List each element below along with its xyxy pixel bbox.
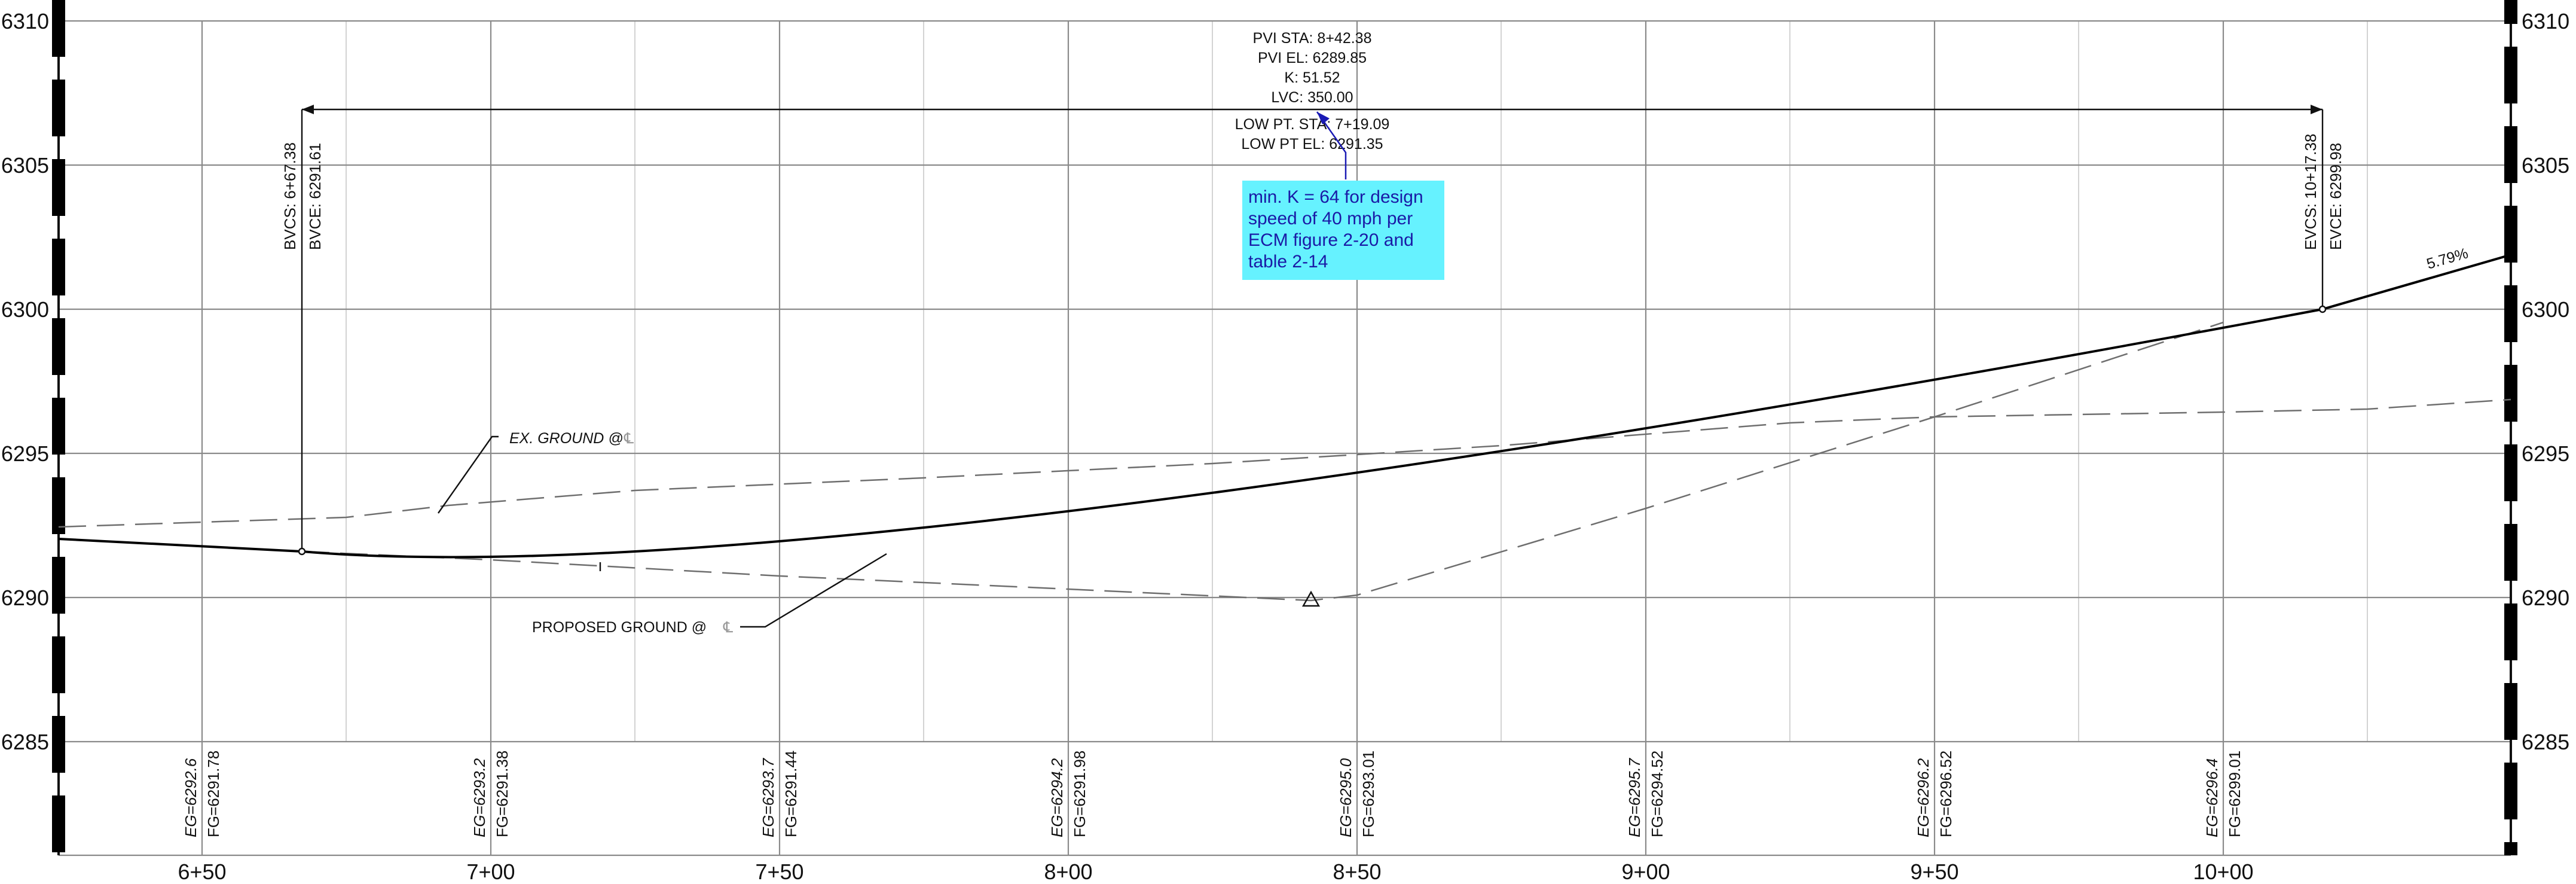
elevation-label: 6300 <box>1 297 49 322</box>
station-label: 9+50 <box>1910 859 1958 884</box>
review-note[interactable]: min. K = 64 for design speed of 40 mph p… <box>1242 111 1444 280</box>
eg-value: EG=6293.7 <box>759 757 777 837</box>
vertical-curve-markers <box>298 105 2327 607</box>
existing-ground-text: EX. GROUND @ <box>509 430 624 447</box>
existing-ground-label: EX. GROUND @ ℄ <box>509 430 634 447</box>
evce-label: EVCE: 6299.98 <box>2327 143 2345 250</box>
station-label: 8+00 <box>1044 859 1092 884</box>
eg-value: EG=6295.0 <box>1337 758 1355 837</box>
eg-value: EG=6296.4 <box>2203 758 2221 837</box>
station-labels: 6+50 7+00 7+50 8+00 8+50 9+00 9+50 10+00 <box>178 859 2253 884</box>
bvcs-label: BVCS: 6+67.38 <box>281 142 299 250</box>
elevation-label: 6285 <box>1 730 49 754</box>
callout-leaders <box>438 435 887 628</box>
elevation-label: 6290 <box>1 586 49 610</box>
low-point-elevation: LOW PT EL: 6291.35 <box>1241 136 1383 153</box>
finished-grade-profile <box>58 254 2511 559</box>
proposed-ground-text: PROPOSED GROUND @ <box>532 619 707 636</box>
elevation-label: 6290 <box>2522 586 2569 610</box>
centerline-icon: ℄ <box>624 430 634 447</box>
review-note-line: table 2-14 <box>1248 252 1328 272</box>
proposed-ground-line <box>301 321 2224 602</box>
elevation-labels-right: 6310 6305 6300 6295 6290 6285 <box>2522 9 2569 754</box>
elevation-label: 6310 <box>2522 9 2569 33</box>
station-label: 9+00 <box>1621 859 1670 884</box>
low-point-station: LOW PT. STA: 7+19.09 <box>1235 116 1390 133</box>
pvi-data: PVI STA: 8+42.38 PVI EL: 6289.85 K: 51.5… <box>1235 30 1390 153</box>
review-note-line: ECM figure 2-20 and <box>1248 230 1414 250</box>
fg-value: FG=6296.52 <box>1937 751 1955 837</box>
eg-value: EG=6293.2 <box>470 758 488 837</box>
elevation-label: 6305 <box>2522 153 2569 178</box>
pvi-elevation: PVI EL: 6289.85 <box>1258 50 1367 66</box>
station-label: 7+50 <box>755 859 803 884</box>
review-note-box[interactable] <box>1242 181 1444 280</box>
k-value: K: 51.52 <box>1284 69 1340 86</box>
bvce-label: BVCE: 6291.61 <box>306 143 324 250</box>
fg-value: FG=6291.38 <box>493 751 511 837</box>
station-label: 7+00 <box>466 859 515 884</box>
grid <box>59 20 2511 856</box>
elevation-band: EG=6292.6 FG=6291.78 EG=6293.2 FG=6291.3… <box>182 751 2244 837</box>
eg-value: EG=6294.2 <box>1048 758 1066 837</box>
existing-ground-line <box>58 398 2511 528</box>
elevation-label: 6295 <box>2522 441 2569 466</box>
elevation-label: 6310 <box>1 9 49 33</box>
eg-value: EG=6292.6 <box>182 758 200 837</box>
fg-value: FG=6291.78 <box>204 751 222 837</box>
evc-labels: EVCS: 10+17.38 EVCE: 6299.98 <box>2302 134 2345 250</box>
eg-value: EG=6295.7 <box>1625 757 1643 837</box>
elevation-labels-left: 6310 6305 6300 6295 6290 6285 <box>1 9 49 754</box>
elevation-label: 6295 <box>1 441 49 466</box>
pvi-station: PVI STA: 8+42.38 <box>1253 30 1372 47</box>
fg-value: FG=6291.98 <box>1071 751 1089 837</box>
evcs-label: EVCS: 10+17.38 <box>2302 134 2320 250</box>
elevation-label: 6305 <box>1 153 49 178</box>
station-label: 6+50 <box>178 859 226 884</box>
fg-value: FG=6299.01 <box>2226 751 2244 837</box>
bvc-labels: BVCS: 6+67.38 BVCE: 6291.61 <box>281 142 324 250</box>
review-note-line: speed of 40 mph per <box>1248 209 1413 228</box>
elevation-label: 6285 <box>2522 730 2569 754</box>
fg-value: FG=6291.44 <box>782 751 800 837</box>
lvc-value: LVC: 350.00 <box>1271 89 1353 106</box>
fg-value: FG=6294.52 <box>1648 751 1666 837</box>
elevation-label: 6300 <box>2522 297 2569 322</box>
proposed-ground-label: PROPOSED GROUND @ ℄ <box>532 619 733 636</box>
centerline-icon: ℄ <box>723 619 733 636</box>
review-note-line: min. K = 64 for design <box>1248 187 1423 207</box>
eg-value: EG=6296.2 <box>1914 758 1932 837</box>
station-label: 10+00 <box>2193 859 2253 884</box>
station-label: 8+50 <box>1333 859 1381 884</box>
fg-value: FG=6293.01 <box>1359 751 1377 837</box>
frame-edges <box>52 0 2517 855</box>
